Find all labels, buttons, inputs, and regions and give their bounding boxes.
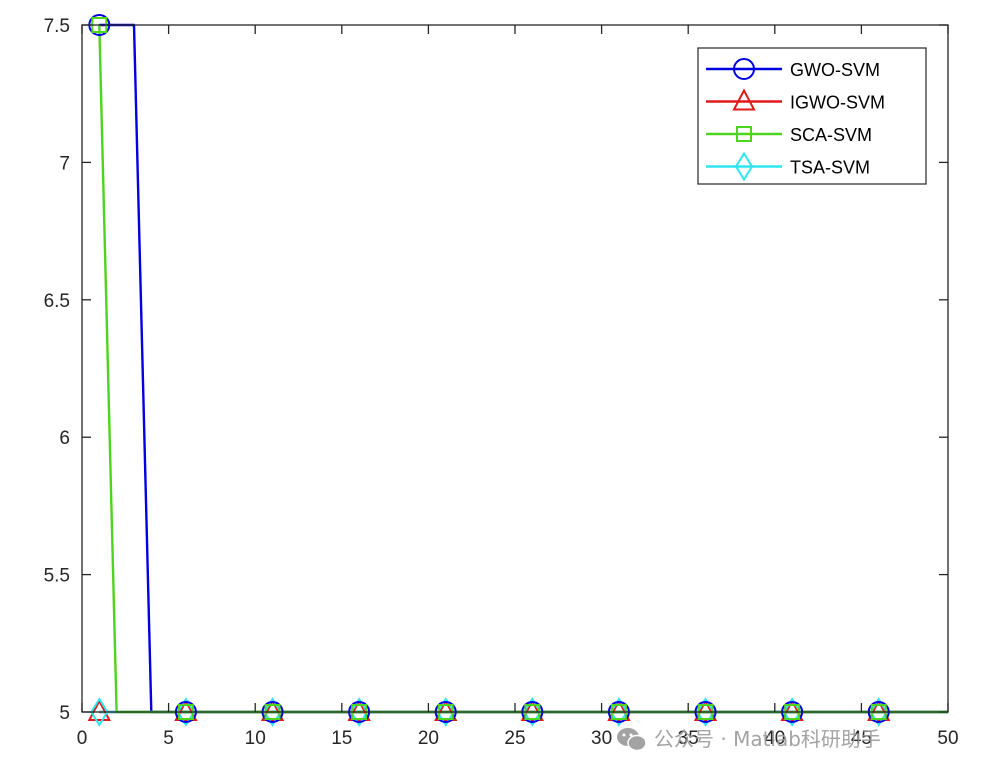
legend-marker [732, 88, 756, 111]
x-tick-label: 25 [504, 728, 525, 749]
x-tick-label: 5 [163, 728, 174, 749]
y-tick-label: 7 [59, 153, 70, 174]
y-tick-label: 6 [59, 428, 70, 449]
x-tick-label: 10 [245, 728, 266, 749]
data-point-marker [176, 697, 196, 727]
legend-label: IGWO-SVM [790, 93, 885, 113]
watermark-text: 公众号 · Matlab科研助手 [654, 727, 881, 751]
y-tick-labels: 5 5.5 6 6.5 7 7.5 [44, 16, 70, 724]
legend-label: GWO-SVM [790, 60, 880, 80]
legend-entry: IGWO-SVM [706, 88, 885, 113]
y-tick-label: 6.5 [44, 291, 70, 312]
legend-label: SCA-SVM [790, 125, 872, 145]
legend-label: TSA-SVM [790, 158, 870, 178]
legend: GWO-SVM IGWO-SVM SCA-SVM TSA-SVM [697, 47, 927, 185]
x-tick-labels: 0 5 10 15 20 25 30 35 40 45 50 [77, 728, 959, 749]
wechat-icon [617, 728, 647, 752]
x-tick-label: 0 [77, 728, 88, 749]
data-point-marker [696, 697, 715, 727]
data-point-marker [87, 698, 111, 721]
legend-box [697, 47, 927, 185]
y-tick-label: 5 [59, 703, 70, 724]
markers-tsa-svm [90, 697, 888, 727]
x-tick-label: 40 [764, 728, 785, 749]
x-tick-label: 35 [678, 728, 699, 749]
y-tick-label: 5.5 [44, 566, 70, 587]
legend-entry: GWO-SVM [706, 58, 880, 80]
y-tick-label: 7.5 [44, 16, 70, 37]
watermark: 公众号 · Matlab科研助手 [617, 727, 881, 752]
x-tick-label: 20 [418, 728, 439, 749]
x-tick-label: 45 [851, 728, 872, 749]
data-point-marker [436, 697, 455, 727]
data-point-marker [523, 697, 542, 727]
data-point-marker [609, 697, 629, 727]
legend-marker [733, 58, 755, 80]
data-point-marker [782, 697, 802, 727]
data-point-marker [263, 697, 282, 727]
data-point-marker [869, 697, 888, 727]
data-point-marker [349, 697, 369, 727]
legend-entry: SCA-SVM [706, 125, 872, 145]
ticks-layer [81, 24, 949, 713]
x-tick-label: 15 [331, 728, 352, 749]
legend-marker [736, 126, 752, 142]
x-tick-label: 30 [591, 728, 612, 749]
legend-entry: TSA-SVM [706, 151, 870, 182]
legend-marker [734, 151, 754, 182]
x-tick-label: 50 [937, 728, 958, 749]
data-point-marker [90, 697, 109, 727]
